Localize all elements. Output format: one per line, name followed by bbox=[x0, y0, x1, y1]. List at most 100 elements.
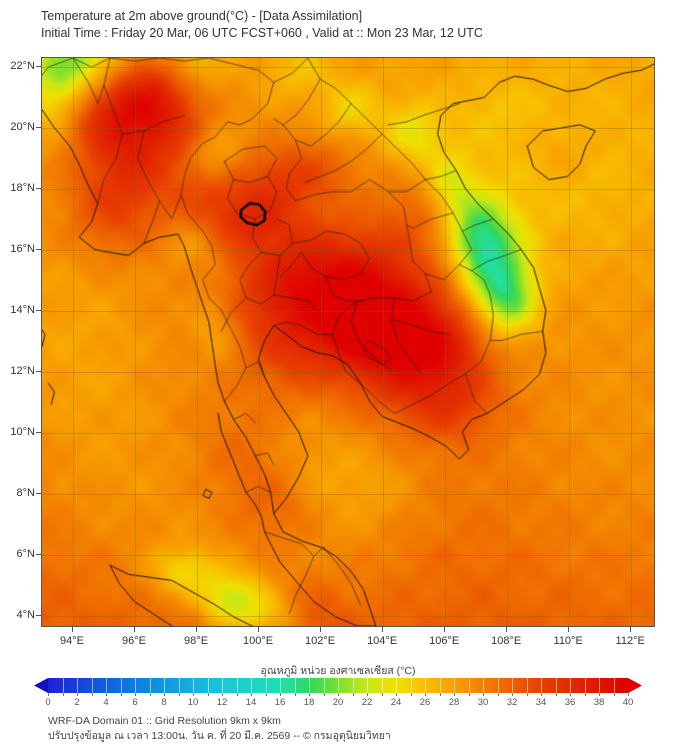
colorbar-segment-divider bbox=[265, 678, 267, 693]
colorbar-tick-mark bbox=[77, 693, 78, 696]
colorbar-tick-mark bbox=[628, 693, 629, 696]
colorbar-tick-mark bbox=[309, 693, 310, 696]
colorbar-gradient-body bbox=[48, 678, 628, 693]
colorbar-tick-label: 14 bbox=[245, 697, 257, 708]
colorbar-segment-divider bbox=[541, 678, 542, 693]
colorbar-tick-mark bbox=[135, 693, 136, 696]
colorbar-segment-divider bbox=[352, 678, 354, 693]
footer-model-info: WRF-DA Domain 01 :: Grid Resolution 9km … bbox=[48, 715, 281, 727]
colorbar-tick-mark bbox=[222, 693, 223, 696]
colorbar-legend: อุณหภูมิ หน่วย องศาเซลเซียส (°C) 0 2 4 6 8 10… bbox=[0, 662, 676, 710]
colorbar-segment-divider bbox=[338, 678, 339, 693]
colorbar-tick-label: 12 bbox=[216, 697, 228, 708]
x-axis-tick-mark bbox=[382, 627, 384, 632]
footer-block: WRF-DA Domain 01 :: Grid Resolution 9km … bbox=[48, 714, 648, 744]
colorbar-tick-mark bbox=[599, 693, 600, 696]
colorbar-tick-mark bbox=[352, 693, 354, 696]
map-plot-area[interactable] bbox=[41, 57, 655, 627]
temperature-heatmap-canvas bbox=[42, 58, 654, 626]
colorbar-tick-mark bbox=[555, 693, 557, 696]
y-axis-tick-label: 4°N bbox=[16, 608, 35, 621]
footer-update-info: ปรับปรุงข้อมูล ณ เวลา 13:00น. วัน ค. ที่… bbox=[48, 730, 391, 742]
colorbar-segment-divider bbox=[62, 678, 64, 693]
colorbar-tick-mark bbox=[439, 693, 441, 696]
colorbar-segment-divider bbox=[410, 678, 412, 693]
colorbar-segment-divider bbox=[599, 678, 600, 693]
y-axis-tick-mark bbox=[36, 127, 41, 129]
x-axis-tick-label: 100°E bbox=[243, 635, 274, 647]
colorbar-segment-divider bbox=[381, 678, 383, 693]
x-axis-tick-mark bbox=[630, 627, 632, 632]
colorbar-ticks: 0 2 4 6 8 10 12 14 16 18 20 22 24 26 28 30 32 34 36 38 40 bbox=[34, 693, 642, 709]
colorbar-segment-divider bbox=[164, 678, 165, 693]
colorbar-tick-label: 6 bbox=[132, 697, 138, 708]
colorbar-segment-divider bbox=[149, 678, 151, 693]
colorbar-tick-label: 22 bbox=[361, 697, 373, 708]
colorbar-segment-divider bbox=[178, 678, 180, 693]
x-axis-tick-label: 110°E bbox=[553, 635, 583, 647]
colorbar-tick-mark bbox=[483, 693, 484, 696]
x-axis-tick-mark bbox=[506, 627, 508, 632]
colorbar-tick-mark bbox=[207, 693, 209, 696]
colorbar-segment-divider bbox=[512, 678, 513, 693]
colorbar-tick-mark bbox=[280, 693, 281, 696]
colorbar-segment-divider bbox=[280, 678, 281, 693]
colorbar-segment-divider bbox=[454, 678, 455, 693]
colorbar-segment-divider bbox=[193, 678, 194, 693]
colorbar-segment-divider bbox=[309, 678, 310, 693]
y-axis-tick-label: 14°N bbox=[10, 303, 35, 316]
chart-subtitle: Initial Time : Friday 20 Mar, 06 UTC FCS… bbox=[41, 26, 483, 40]
colorbar-tick-mark bbox=[512, 693, 513, 696]
y-axis-tick-label: 22°N bbox=[10, 60, 35, 73]
x-axis-longitude: 94°E 96°E 98°E 100°E 102°E 104°E 106°E 108°E 110… bbox=[41, 627, 655, 651]
y-axis-tick-label: 20°N bbox=[10, 121, 35, 134]
colorbar-tick-label: 28 bbox=[448, 697, 460, 708]
colorbar-segment-divider bbox=[294, 678, 296, 693]
x-axis-tick-mark bbox=[444, 627, 446, 632]
colorbar-tick-mark bbox=[149, 693, 151, 696]
colorbar-tick-mark bbox=[178, 693, 180, 696]
colorbar-tick-label: 36 bbox=[564, 697, 576, 708]
y-axis-tick-label: 16°N bbox=[10, 243, 35, 256]
colorbar-tick-mark bbox=[48, 693, 49, 696]
colorbar-segment-divider bbox=[584, 678, 586, 693]
colorbar-tick-label: 40 bbox=[622, 697, 634, 708]
colorbar-tick-label: 2 bbox=[74, 697, 80, 708]
colorbar-segment-divider bbox=[236, 678, 238, 693]
colorbar-tick-label: 32 bbox=[506, 697, 518, 708]
colorbar-tick-mark bbox=[613, 693, 615, 696]
y-axis-tick-mark bbox=[36, 249, 41, 251]
colorbar-segment-divider bbox=[570, 678, 571, 693]
colorbar-tick-mark bbox=[410, 693, 412, 696]
y-axis-tick-mark bbox=[36, 309, 41, 311]
colorbar-tick-label: 24 bbox=[390, 697, 402, 708]
colorbar-tick-label: 30 bbox=[477, 697, 489, 708]
y-axis-tick-mark bbox=[36, 66, 41, 68]
x-axis-tick-mark bbox=[568, 627, 570, 632]
colorbar-segment-divider bbox=[222, 678, 223, 693]
x-axis-tick-mark bbox=[320, 627, 322, 632]
colorbar-tick-label: 8 bbox=[161, 697, 167, 708]
x-axis-tick-label: 102°E bbox=[305, 635, 336, 647]
colorbar-segment-divider bbox=[91, 678, 93, 693]
colorbar-segment-divider bbox=[526, 678, 528, 693]
colorbar-segment-divider bbox=[323, 678, 325, 693]
y-axis-tick-mark bbox=[36, 614, 41, 616]
colorbar-segment-divider bbox=[106, 678, 107, 693]
colorbar-tick-label: 4 bbox=[103, 697, 109, 708]
x-axis-tick-mark bbox=[196, 627, 198, 632]
colorbar-tick-mark bbox=[294, 693, 296, 696]
colorbar-tick-mark bbox=[265, 693, 267, 696]
colorbar-tick-label: 16 bbox=[274, 697, 286, 708]
colorbar-segment-divider bbox=[468, 678, 470, 693]
colorbar-tick-label: 10 bbox=[187, 697, 199, 708]
y-axis-tick-label: 6°N bbox=[16, 547, 35, 560]
y-axis-tick-label: 12°N bbox=[10, 364, 35, 377]
x-axis-tick-label: 94°E bbox=[60, 635, 84, 647]
colorbar-tick-mark bbox=[106, 693, 107, 696]
colorbar-under-arrow-icon bbox=[34, 678, 48, 693]
colorbar-tick-mark bbox=[541, 693, 542, 696]
y-axis-tick-label: 8°N bbox=[16, 486, 35, 499]
colorbar-tick-label: 34 bbox=[535, 697, 547, 708]
x-axis-tick-label: 98°E bbox=[184, 635, 209, 647]
